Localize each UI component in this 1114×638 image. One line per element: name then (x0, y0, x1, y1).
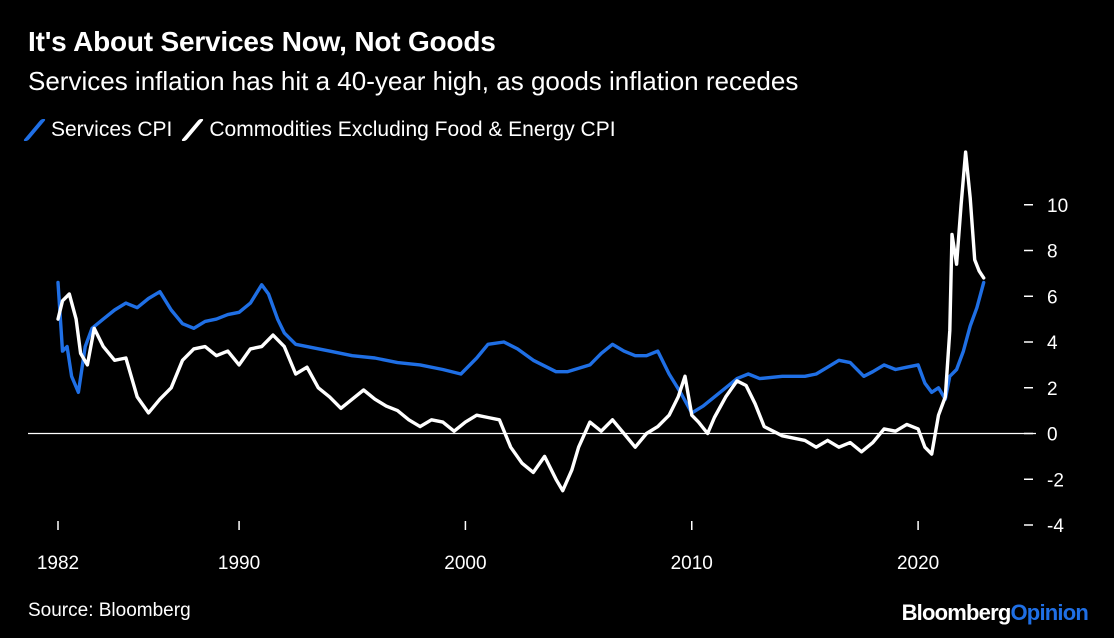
series-line-services (56, 280, 986, 415)
legend: Services CPI Commodities Excluding Food … (22, 118, 634, 142)
x-tick-label: 2000 (444, 553, 486, 574)
legend-label-commodities: Commodities Excluding Food & Energy CPI (209, 118, 616, 141)
y-tick-label: -2 (1047, 470, 1064, 491)
y-tick-label: 6 (1047, 287, 1058, 308)
y-tick-label: -4 (1047, 516, 1064, 537)
chart-subtitle: Services inflation has hit a 40-year hig… (28, 66, 799, 96)
brand-opinion: Opinion (1010, 600, 1089, 625)
brand-bloomberg: Bloomberg (901, 600, 1012, 625)
y-tick-label: 8 (1047, 242, 1058, 263)
x-tick-label: 2010 (671, 553, 713, 574)
y-tick-label: 4 (1047, 333, 1058, 354)
y-tick-label: 10 (1047, 196, 1068, 217)
series-line-commodities (56, 150, 986, 493)
legend-item-commodities: Commodities Excluding Food & Energy CPI (181, 118, 616, 142)
chart-title: It's About Services Now, Not Goods (28, 26, 496, 57)
y-tick-label: 0 (1047, 425, 1058, 446)
legend-item-services: Services CPI (22, 118, 173, 142)
x-tick-label: 2020 (897, 553, 939, 574)
y-tick-label: 2 (1047, 379, 1058, 400)
x-tick-label: 1990 (218, 553, 260, 574)
x-tick-label: 1982 (37, 553, 79, 574)
source-note: Source: Bloomberg (28, 600, 191, 621)
brand-logo: BloombergOpinion (901, 600, 1089, 626)
legend-label-services: Services CPI (51, 118, 173, 141)
